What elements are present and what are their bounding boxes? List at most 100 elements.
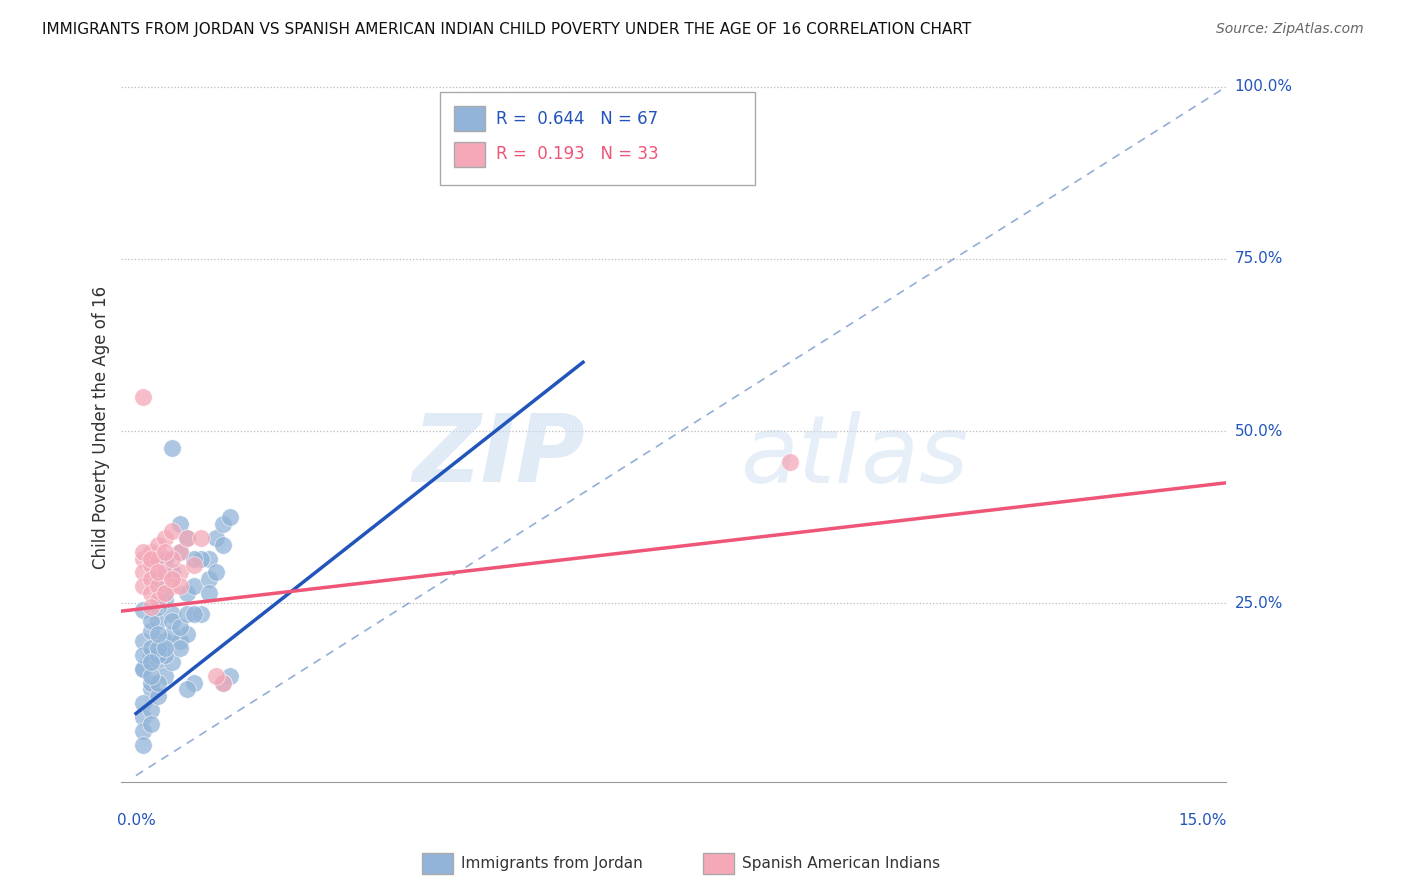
Point [146,614,169,628]
Point [132,579,155,593]
Text: 15.0%: 15.0% [1178,813,1226,828]
Point [146,655,169,669]
Point [146,599,169,614]
Point [132,551,155,566]
Point [162,442,184,456]
Point [153,668,176,682]
Point [162,607,184,621]
Point [153,566,176,580]
Point [190,551,212,566]
Point [183,558,205,573]
Point [153,592,176,607]
Point [146,538,169,552]
Point [162,655,184,669]
Point [162,524,184,538]
Point [197,586,219,600]
Text: IMMIGRANTS FROM JORDAN VS SPANISH AMERICAN INDIAN CHILD POVERTY UNDER THE AGE OF: IMMIGRANTS FROM JORDAN VS SPANISH AMERIC… [42,22,972,37]
Point [139,648,162,662]
Point [169,620,191,634]
Point [139,586,162,600]
Point [146,566,169,580]
Point [190,531,212,545]
Point [176,682,198,697]
Point [139,703,162,717]
Point [205,566,228,580]
Point [197,572,219,586]
Point [176,627,198,641]
Point [153,586,176,600]
Text: 50.0%: 50.0% [1234,424,1282,439]
Point [183,607,205,621]
Point [162,614,184,628]
Text: R =  0.644   N = 67: R = 0.644 N = 67 [496,110,658,128]
Text: 25.0%: 25.0% [1234,596,1282,611]
Point [146,592,169,607]
Text: atlas: atlas [740,410,969,501]
Point [162,627,184,641]
Point [139,716,162,731]
Text: Spanish American Indians: Spanish American Indians [742,856,941,871]
Point [169,641,191,656]
Point [132,566,155,580]
Point [132,648,155,662]
Point [153,586,176,600]
Point [183,551,205,566]
Point [169,544,191,558]
Point [190,607,212,621]
Point [205,531,228,545]
Point [139,614,162,628]
Point [139,544,162,558]
Text: 75.0%: 75.0% [1234,252,1282,267]
Point [132,544,155,558]
Point [169,517,191,532]
Text: Immigrants from Jordan: Immigrants from Jordan [461,856,643,871]
Point [153,634,176,648]
Point [132,696,155,710]
Point [169,544,191,558]
Point [169,566,191,580]
Point [212,675,235,690]
Point [139,572,162,586]
Point [176,586,198,600]
Point [183,579,205,593]
Text: Source: ZipAtlas.com: Source: ZipAtlas.com [1216,22,1364,37]
Point [169,579,191,593]
Point [153,648,176,662]
Point [139,682,162,697]
Text: 100.0%: 100.0% [1234,79,1292,95]
Text: ZIP: ZIP [412,410,585,502]
Point [139,641,162,656]
Point [146,675,169,690]
Point [779,455,801,469]
Point [146,641,169,656]
Point [146,648,169,662]
Point [132,662,155,676]
Point [139,558,162,573]
Point [146,551,169,566]
Point [132,603,155,617]
Point [176,531,198,545]
Point [132,738,155,752]
Point [146,690,169,704]
Point [162,579,184,593]
Text: 0.0%: 0.0% [117,813,155,828]
Point [219,510,242,524]
Point [146,579,169,593]
Point [153,544,176,558]
Point [139,599,162,614]
Text: R =  0.193   N = 33: R = 0.193 N = 33 [496,145,659,163]
Point [197,551,219,566]
Point [132,634,155,648]
Point [146,627,169,641]
Point [169,634,191,648]
Point [219,668,242,682]
Point [132,390,155,404]
Point [212,675,235,690]
Point [139,624,162,638]
Point [146,572,169,586]
Point [162,566,184,580]
Point [162,572,184,586]
Point [162,551,184,566]
Point [212,538,235,552]
Point [183,675,205,690]
